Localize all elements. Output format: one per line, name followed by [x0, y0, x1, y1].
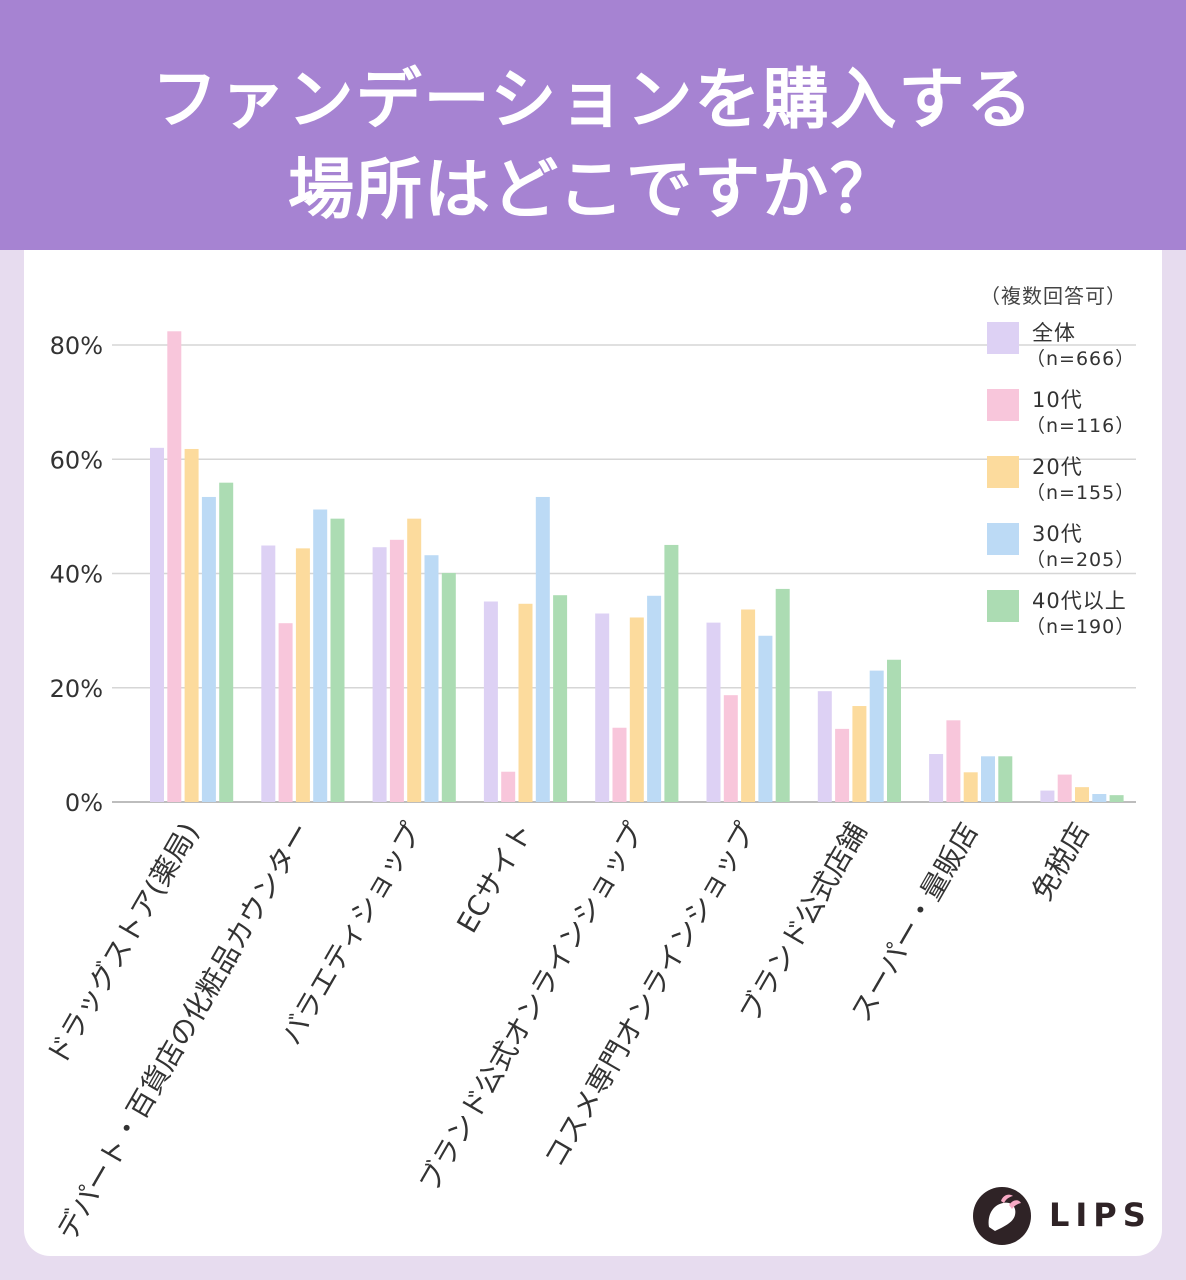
lips-logo-icon — [973, 1187, 1031, 1245]
bar — [981, 756, 995, 802]
bar — [887, 659, 901, 802]
bar — [595, 613, 610, 802]
bar — [723, 695, 738, 802]
legend-label: 全体 — [1032, 321, 1076, 345]
bar — [295, 548, 310, 802]
legend-note: （複数回答可） — [980, 284, 1127, 308]
chart-legend: （複数回答可） 全体 （n=666） 10代 （n=116） 20代 （n=15… — [980, 280, 1140, 652]
y-tick-label: 40% — [50, 561, 103, 589]
page-title-line1: ファンデーションを購入する — [151, 61, 1035, 138]
x-category-label: ECサイト — [450, 817, 539, 939]
bar — [389, 539, 404, 802]
legend-item: 全体 （n=666） — [980, 317, 1140, 384]
legend-sample-size: （n=116） — [1026, 415, 1136, 437]
bar — [535, 496, 550, 802]
legend-label: 30代 — [1032, 522, 1083, 546]
bar — [424, 555, 439, 802]
y-tick-label: 80% — [50, 332, 103, 360]
legend-sample-size: （n=155） — [1026, 482, 1136, 504]
legend-sample-size: （n=205） — [1026, 549, 1136, 571]
legend-item: 10代 （n=116） — [980, 384, 1140, 451]
bar — [372, 547, 387, 802]
bar — [278, 623, 293, 802]
x-category-label: スーパー・量販店 — [844, 817, 984, 1027]
page-title-line2: 場所はどこですか？ — [287, 151, 899, 228]
legend-label: 40代以上 — [1032, 589, 1127, 613]
legend-swatch — [987, 590, 1019, 622]
bar — [869, 670, 884, 802]
legend-label: 10代 — [1032, 388, 1083, 412]
bar — [1109, 795, 1124, 802]
bar — [963, 772, 978, 802]
bar — [612, 727, 627, 802]
bar — [330, 518, 345, 802]
legend-label: 20代 — [1032, 455, 1083, 479]
x-category-label: 免税店 — [1025, 817, 1096, 906]
bar — [775, 588, 790, 802]
legend-swatch — [987, 523, 1019, 555]
bar — [1040, 790, 1055, 802]
bar — [929, 754, 944, 802]
bar — [313, 509, 328, 802]
legend-sample-size: （n=190） — [1026, 616, 1136, 638]
bar — [261, 545, 276, 802]
bar — [817, 691, 832, 802]
bar — [483, 601, 498, 802]
bar — [501, 771, 516, 802]
bar — [441, 572, 456, 802]
legend-swatch — [987, 322, 1019, 354]
legend-swatch — [987, 389, 1019, 421]
legend-sample-size: （n=666） — [1026, 348, 1136, 370]
bar — [184, 448, 199, 802]
bar — [741, 609, 756, 802]
bar — [150, 447, 164, 802]
lips-logo-text: LIPS — [1049, 1196, 1152, 1234]
bar — [553, 595, 568, 802]
bar — [407, 518, 422, 802]
legend-swatch — [987, 456, 1019, 488]
bar — [1075, 787, 1089, 802]
y-tick-label: 20% — [50, 675, 103, 703]
bar — [219, 482, 234, 802]
bar — [664, 544, 679, 802]
y-tick-label: 0% — [65, 789, 103, 817]
legend-item: 40代以上 （n=190） — [980, 585, 1140, 652]
header-banner: ファンデーションを購入する 場所はどこですか？ — [0, 0, 1186, 250]
bar — [946, 720, 961, 802]
lips-logo: LIPS — [973, 1187, 1146, 1247]
legend-item: 30代 （n=205） — [980, 518, 1140, 585]
bar — [706, 622, 721, 802]
x-category-label: ブランド公式オンラインショップ — [412, 817, 651, 1197]
bar — [629, 617, 644, 802]
bar — [1092, 794, 1107, 802]
bar — [201, 496, 216, 802]
legend-item: 20代 （n=155） — [980, 451, 1140, 518]
y-tick-label: 60% — [50, 446, 103, 474]
bar — [852, 706, 867, 802]
bar — [998, 756, 1013, 802]
bar — [647, 595, 662, 802]
bar — [1057, 774, 1072, 802]
x-category-label: コスメ専門オンラインショップ — [538, 817, 763, 1173]
bar — [518, 603, 533, 802]
bar — [167, 331, 182, 802]
bar — [758, 635, 773, 802]
bar — [835, 728, 850, 802]
